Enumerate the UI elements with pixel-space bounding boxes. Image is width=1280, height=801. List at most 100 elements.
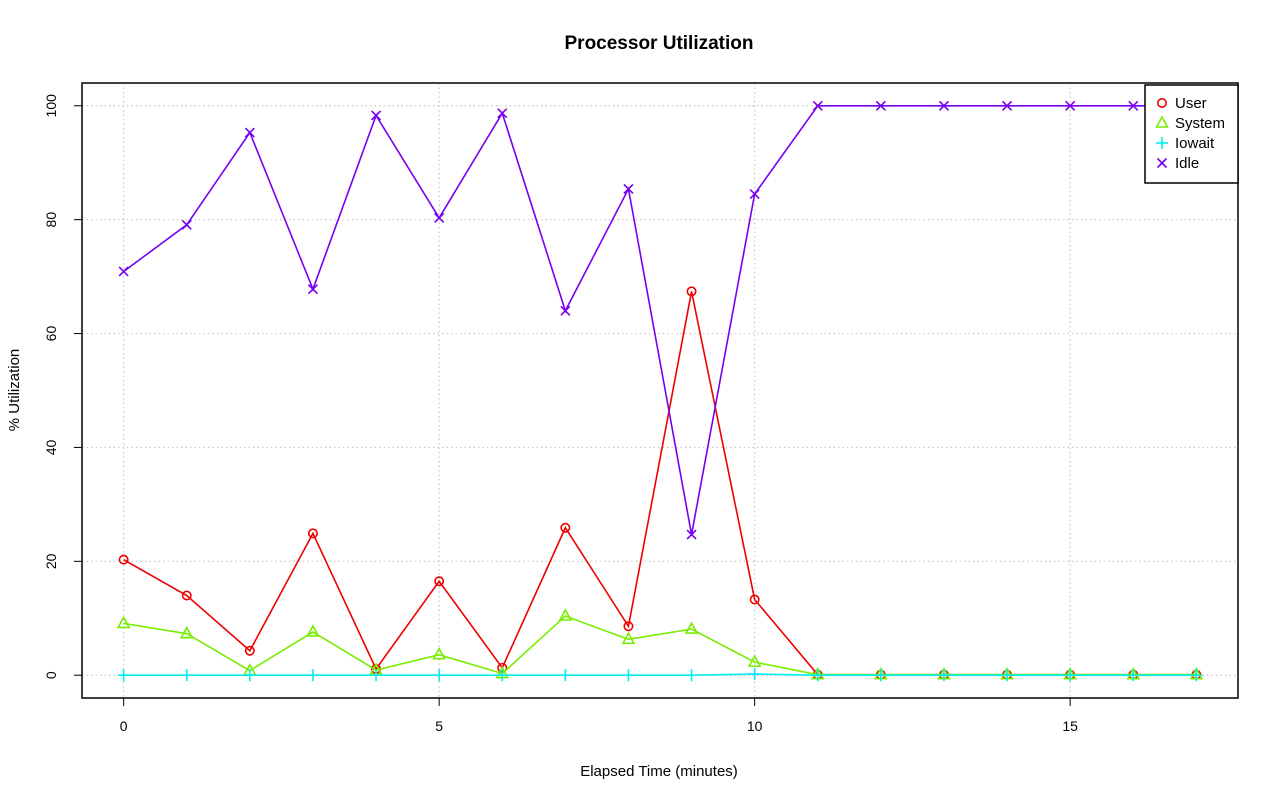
data-point-user xyxy=(307,528,318,539)
y-tick-label: 40 xyxy=(43,439,59,455)
data-point-user xyxy=(118,554,129,565)
x-axis-label: Elapsed Time (minutes) xyxy=(580,763,738,780)
data-point-idle xyxy=(181,219,192,230)
series-lines xyxy=(116,100,1204,682)
cross-marker-b xyxy=(686,529,697,540)
legend-item-user: User xyxy=(1157,95,1207,112)
data-point-user xyxy=(244,645,255,656)
data-point-iowait xyxy=(1127,669,1140,682)
circle-marker-shape xyxy=(1157,98,1168,109)
data-point-idle xyxy=(875,100,886,111)
y-tick-label: 60 xyxy=(43,326,59,342)
circle-marker-shape xyxy=(434,576,445,587)
x-tick-label: 15 xyxy=(1062,718,1078,734)
data-point-system xyxy=(306,624,320,637)
triangle-marker-shape xyxy=(684,621,699,634)
plot-frame xyxy=(81,82,1239,699)
triangle-marker-shape xyxy=(558,608,573,621)
data-point-idle xyxy=(1128,100,1139,111)
legend-item-idle: Idle xyxy=(1156,155,1199,172)
y-tick-label: 80 xyxy=(43,212,59,228)
legend-label-system: System xyxy=(1175,115,1225,132)
data-point-iowait xyxy=(306,669,319,682)
data-point-user xyxy=(434,576,445,587)
y-tick-label: 20 xyxy=(43,553,59,569)
y-axis-label: % Utilization xyxy=(6,349,23,432)
data-point-user xyxy=(560,522,571,533)
legend-symbol-idle xyxy=(1156,157,1168,169)
cross-marker-b xyxy=(118,266,129,277)
data-point-idle xyxy=(497,108,508,119)
data-point-iowait xyxy=(117,669,130,682)
legend-symbol-iowait xyxy=(1156,137,1168,149)
legend-label-idle: Idle xyxy=(1175,155,1199,172)
legend-item-iowait: Iowait xyxy=(1156,135,1215,152)
data-point-idle xyxy=(749,188,760,200)
x-tick-label: 5 xyxy=(435,718,443,734)
data-point-idle xyxy=(686,529,697,540)
data-point-idle xyxy=(370,110,382,121)
triangle-marker-shape xyxy=(432,647,447,660)
legend-item-system: System xyxy=(1155,115,1225,132)
data-point-iowait xyxy=(937,669,950,682)
data-point-iowait xyxy=(874,669,887,682)
data-point-user xyxy=(623,621,634,632)
data-point-user xyxy=(181,590,192,601)
data-point-user xyxy=(749,594,760,605)
y-tick-label: 0 xyxy=(43,671,59,679)
cross-marker-b xyxy=(434,212,445,224)
cross-marker-b xyxy=(370,110,382,121)
data-point-iowait xyxy=(811,669,824,682)
x-tick-label: 10 xyxy=(747,718,763,734)
data-point-iowait xyxy=(1190,669,1203,682)
data-point-iowait xyxy=(685,669,698,682)
data-point-system xyxy=(432,647,447,660)
triangle-marker-shape xyxy=(621,631,636,645)
circle-marker-shape xyxy=(118,554,129,565)
data-point-idle xyxy=(623,183,634,194)
cross-marker-b xyxy=(938,100,950,111)
data-point-system xyxy=(684,621,699,634)
x-tick-label: 0 xyxy=(120,718,128,734)
data-point-iowait xyxy=(243,669,256,682)
cross-marker-b xyxy=(181,219,192,230)
data-point-iowait xyxy=(622,669,635,682)
data-point-user xyxy=(686,286,697,297)
data-point-iowait xyxy=(1001,669,1014,682)
circle-marker-shape xyxy=(560,522,571,533)
cross-marker-b xyxy=(623,183,634,194)
data-point-iowait xyxy=(496,669,509,682)
cross-marker-b xyxy=(497,108,508,119)
triangle-marker-shape xyxy=(1155,115,1169,128)
data-point-iowait xyxy=(748,668,761,681)
legend-label-iowait: Iowait xyxy=(1175,135,1215,152)
legend-box xyxy=(1144,84,1239,184)
cross-marker-b xyxy=(812,100,823,111)
data-point-iowait xyxy=(433,669,446,682)
data-point-idle xyxy=(812,100,823,111)
data-point-system xyxy=(558,608,573,621)
data-point-idle xyxy=(244,127,255,138)
circle-marker-shape xyxy=(307,528,318,539)
triangle-marker-shape xyxy=(116,615,131,629)
legend-symbol-system xyxy=(1155,115,1169,128)
triangle-marker-shape xyxy=(747,654,762,667)
cross-marker-b xyxy=(875,100,886,111)
cross-marker-b xyxy=(1128,100,1139,111)
data-point-idle xyxy=(560,305,571,316)
legend-symbol-user xyxy=(1157,98,1168,109)
legend-label-user: User xyxy=(1175,95,1207,112)
cross-marker-b xyxy=(1065,100,1076,111)
data-point-idle xyxy=(938,100,950,111)
series-line-iowait xyxy=(123,673,1197,677)
data-point-system xyxy=(621,631,636,645)
data-point-iowait xyxy=(1064,669,1077,682)
cross-marker-b xyxy=(560,305,571,316)
circle-marker-shape xyxy=(686,286,697,297)
data-point-idle xyxy=(434,212,445,224)
cross-marker-b xyxy=(749,188,760,200)
circle-marker-shape xyxy=(244,645,255,656)
circle-marker-shape xyxy=(623,621,634,632)
